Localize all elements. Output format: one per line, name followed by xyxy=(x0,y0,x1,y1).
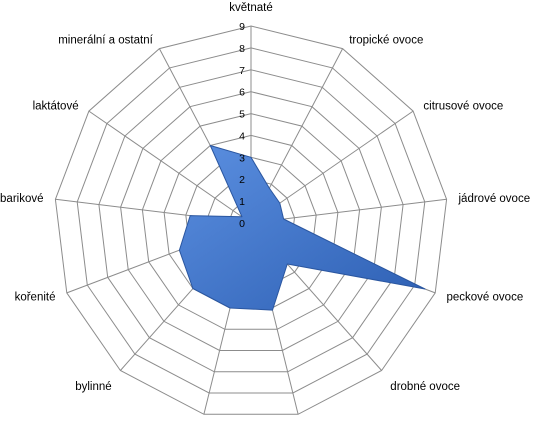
tick-label-9: 9 xyxy=(239,21,245,33)
tick-label-4: 4 xyxy=(239,130,245,142)
grid-ring-7 xyxy=(98,69,404,373)
category-label-0: květnaté xyxy=(229,2,272,14)
category-label-4: peckové ovoce xyxy=(447,291,524,303)
tick-label-6: 6 xyxy=(239,87,245,99)
grid-ring-5 xyxy=(141,113,361,330)
tick-label-0: 0 xyxy=(239,218,245,230)
category-label-8: bylinné xyxy=(75,381,111,393)
category-label-2: citrusové ovoce xyxy=(423,100,503,112)
grid-spoke-11 xyxy=(88,110,252,224)
tick-label-1: 1 xyxy=(239,196,245,208)
grid-ring-6 xyxy=(120,91,382,351)
radial-axis-ticks: 0 1 2 3 4 5 6 7 8 9 xyxy=(239,21,245,230)
category-label-12: minerální a ostatní xyxy=(58,35,153,47)
tick-label-7: 7 xyxy=(239,65,245,77)
tick-label-8: 8 xyxy=(239,43,245,55)
category-label-5: drobné ovoce xyxy=(390,381,460,393)
category-label-1: tropické ovoce xyxy=(349,35,423,47)
tick-label-3: 3 xyxy=(239,152,245,164)
category-label-11: laktátové xyxy=(33,100,79,112)
category-label-9: kořenité xyxy=(15,291,56,303)
grid-ring-9 xyxy=(54,25,448,415)
category-label-3: jádrové ovoce xyxy=(458,193,531,205)
category-label-10: barikové xyxy=(0,193,43,205)
radar-series-area xyxy=(178,145,426,311)
grid-ring-8 xyxy=(76,47,426,394)
tick-label-2: 2 xyxy=(239,174,245,186)
tick-label-5: 5 xyxy=(239,109,245,121)
series-area xyxy=(178,145,426,311)
